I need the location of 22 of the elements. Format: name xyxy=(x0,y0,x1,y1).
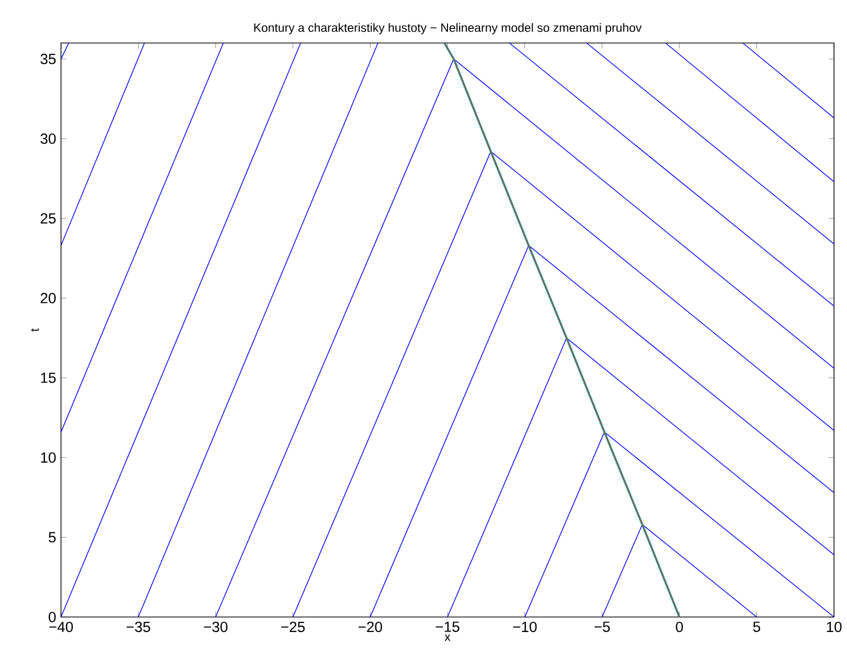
y-tick-label: 30 xyxy=(40,133,56,144)
x-tick-label: −15 xyxy=(436,622,460,632)
chart-title: Kontury a charakteristiky hustoty − Nelinearny model so zmenami pruhov xyxy=(254,23,642,34)
x-tick-label: −40 xyxy=(49,622,73,632)
y-axis-title: t xyxy=(30,328,39,332)
y-tick-label: 0 xyxy=(48,612,56,622)
y-tick-label: 35 xyxy=(40,54,56,64)
x-axis-title: x xyxy=(444,634,450,641)
x-tick-label: −35 xyxy=(126,622,150,632)
x-tick-label: 5 xyxy=(753,622,760,632)
y-tick-label: 25 xyxy=(40,213,56,224)
x-tick-label: −10 xyxy=(513,622,537,632)
x-tick-label: −25 xyxy=(281,622,305,632)
y-tick-label: 5 xyxy=(48,532,56,542)
y-tick-label: 15 xyxy=(41,372,56,383)
y-tick-label: 20 xyxy=(40,292,56,304)
x-tick-label: −20 xyxy=(358,622,382,632)
x-tick-label: 0 xyxy=(676,622,683,632)
y-tick-label: 10 xyxy=(41,452,56,463)
x-tick-label: −5 xyxy=(594,622,610,632)
x-tick-label: −30 xyxy=(204,622,228,632)
x-tick-label: 10 xyxy=(826,622,842,632)
